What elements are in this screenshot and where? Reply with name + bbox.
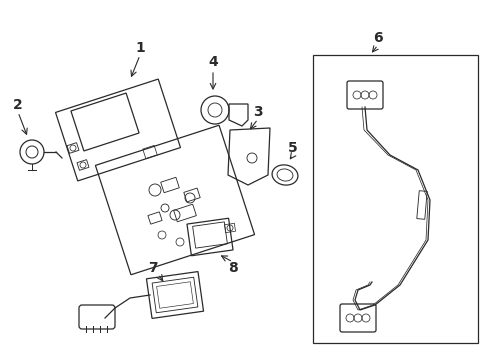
- Text: 8: 8: [228, 261, 237, 275]
- Text: 6: 6: [372, 31, 382, 45]
- Text: 5: 5: [287, 141, 297, 155]
- Bar: [312, 55, 477, 343]
- Text: 3: 3: [253, 105, 262, 119]
- Text: 1: 1: [135, 41, 144, 55]
- Text: 4: 4: [208, 55, 218, 69]
- Text: 7: 7: [148, 261, 158, 275]
- Text: 2: 2: [13, 98, 23, 112]
